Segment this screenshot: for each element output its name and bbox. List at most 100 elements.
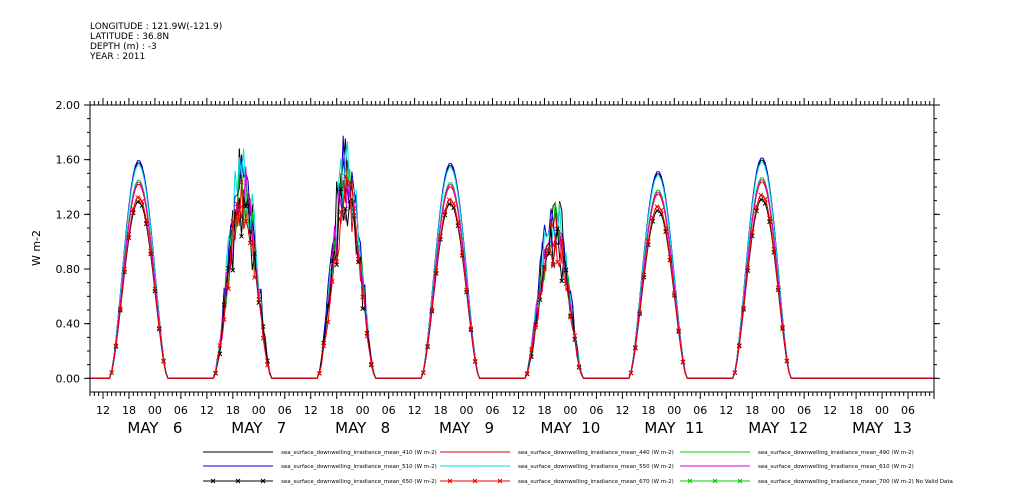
x-date-label: MAY 8 xyxy=(335,419,390,437)
x-hour-label: 06 xyxy=(693,404,707,417)
x-hour-label: 06 xyxy=(901,404,915,417)
series-marker xyxy=(654,204,660,209)
series-marker xyxy=(568,314,573,320)
series-marker xyxy=(780,325,785,330)
x-hour-label: 12 xyxy=(823,404,837,417)
legend-marker xyxy=(447,478,453,484)
x-hour-label: 00 xyxy=(252,404,266,417)
series-marker xyxy=(338,186,344,192)
y-tick-label: 1.20 xyxy=(56,208,81,221)
series-line xyxy=(90,166,934,379)
series-marker xyxy=(347,180,353,186)
series-marker xyxy=(732,370,738,375)
x-hour-label: 12 xyxy=(511,404,525,417)
series-marker xyxy=(334,259,340,264)
series-marker xyxy=(243,203,249,209)
series-marker xyxy=(741,305,746,311)
legend-label: sea_surface_downwelling_irradiance_mean_… xyxy=(518,450,674,456)
series-marker xyxy=(252,275,257,280)
series-marker xyxy=(360,306,366,312)
series-marker xyxy=(537,290,543,296)
legend-label: sea_surface_downwelling_irradiance_mean_… xyxy=(518,464,674,470)
series-marker xyxy=(330,279,335,284)
x-hour-label: 00 xyxy=(356,404,370,417)
series-marker xyxy=(109,370,114,375)
x-hour-label: 12 xyxy=(615,404,629,417)
series-lines xyxy=(90,135,934,379)
series-marker xyxy=(650,215,656,220)
series-marker xyxy=(143,221,149,227)
series-marker xyxy=(576,364,582,370)
series-marker xyxy=(762,196,768,202)
series-marker xyxy=(230,267,236,273)
series-marker xyxy=(572,333,578,339)
series-marker xyxy=(559,278,565,284)
series-marker xyxy=(663,225,669,231)
series-marker xyxy=(161,358,166,364)
legend-marker xyxy=(210,478,216,484)
y-axis-label: W m-2 xyxy=(30,230,43,266)
series-marker xyxy=(524,371,530,376)
series-marker xyxy=(451,201,456,206)
series-marker xyxy=(321,343,327,349)
series-marker xyxy=(343,173,348,179)
legend-marker xyxy=(712,478,718,484)
legend-marker xyxy=(687,478,693,484)
series-marker xyxy=(563,281,569,286)
series-marker xyxy=(671,291,677,296)
x-hour-label: 06 xyxy=(174,404,188,417)
series-marker xyxy=(442,208,448,214)
series-line xyxy=(90,188,934,379)
series-marker xyxy=(633,345,638,350)
series-marker xyxy=(542,266,547,272)
plot-frame xyxy=(89,104,935,393)
x-hour-label: 00 xyxy=(148,404,162,417)
series-marker xyxy=(550,263,556,269)
legend-marker xyxy=(235,478,241,484)
y-tick-label: 0.00 xyxy=(56,372,81,385)
x-hour-label: 06 xyxy=(797,404,811,417)
series-marker xyxy=(433,268,439,274)
x-hour-label: 12 xyxy=(408,404,422,417)
series-marker xyxy=(226,286,231,292)
series-marker xyxy=(446,197,452,203)
series-marker xyxy=(658,207,664,213)
x-hour-label: 12 xyxy=(200,404,214,417)
legend-marker xyxy=(737,478,743,484)
legend-label: sea_surface_downwelling_irradiance_mean_… xyxy=(518,479,674,485)
series-line xyxy=(90,141,934,379)
y-tick-label: 2.00 xyxy=(56,99,81,112)
series-marker xyxy=(555,226,560,232)
series-marker xyxy=(420,370,426,375)
longitude-label: LONGITUDE : 121.9W(-121.9) xyxy=(90,22,223,32)
legend-label: sea_surface_downwelling_irradiance_mean_… xyxy=(281,450,437,456)
x-hour-label: 18 xyxy=(641,404,655,417)
series-marker xyxy=(455,219,461,225)
y-tick-label: 0.80 xyxy=(56,263,81,276)
depth-label: DEPTH (m) : -3 xyxy=(90,42,157,52)
series-marker xyxy=(325,319,331,325)
series-marker xyxy=(156,325,162,331)
series-marker xyxy=(217,343,223,348)
x-date-label: MAY 11 xyxy=(644,419,704,437)
series-marker xyxy=(645,239,651,244)
series-marker xyxy=(122,266,127,272)
series-marker xyxy=(676,328,681,333)
x-date-label: MAY 10 xyxy=(541,419,601,437)
x-axis-ticks: 12 18 00 06 12 18 00 06 12 18 00 06 12 18 00 06 12 18 00 06… xyxy=(89,98,935,437)
series-marker xyxy=(351,205,357,211)
series-marker xyxy=(317,370,322,376)
series-line xyxy=(90,135,934,379)
x-hour-label: 00 xyxy=(771,404,785,417)
series-marker xyxy=(247,240,253,246)
series-marker xyxy=(221,317,227,322)
series-marker xyxy=(139,198,145,204)
series-marker xyxy=(364,333,370,339)
x-hour-label: 06 xyxy=(382,404,396,417)
x-hour-label: 00 xyxy=(460,404,474,417)
series-marker xyxy=(555,259,560,265)
x-hour-label: 00 xyxy=(563,404,577,417)
series-marker xyxy=(355,256,361,262)
legend-label: sea_surface_downwelling_irradiance_mean_… xyxy=(758,464,914,470)
